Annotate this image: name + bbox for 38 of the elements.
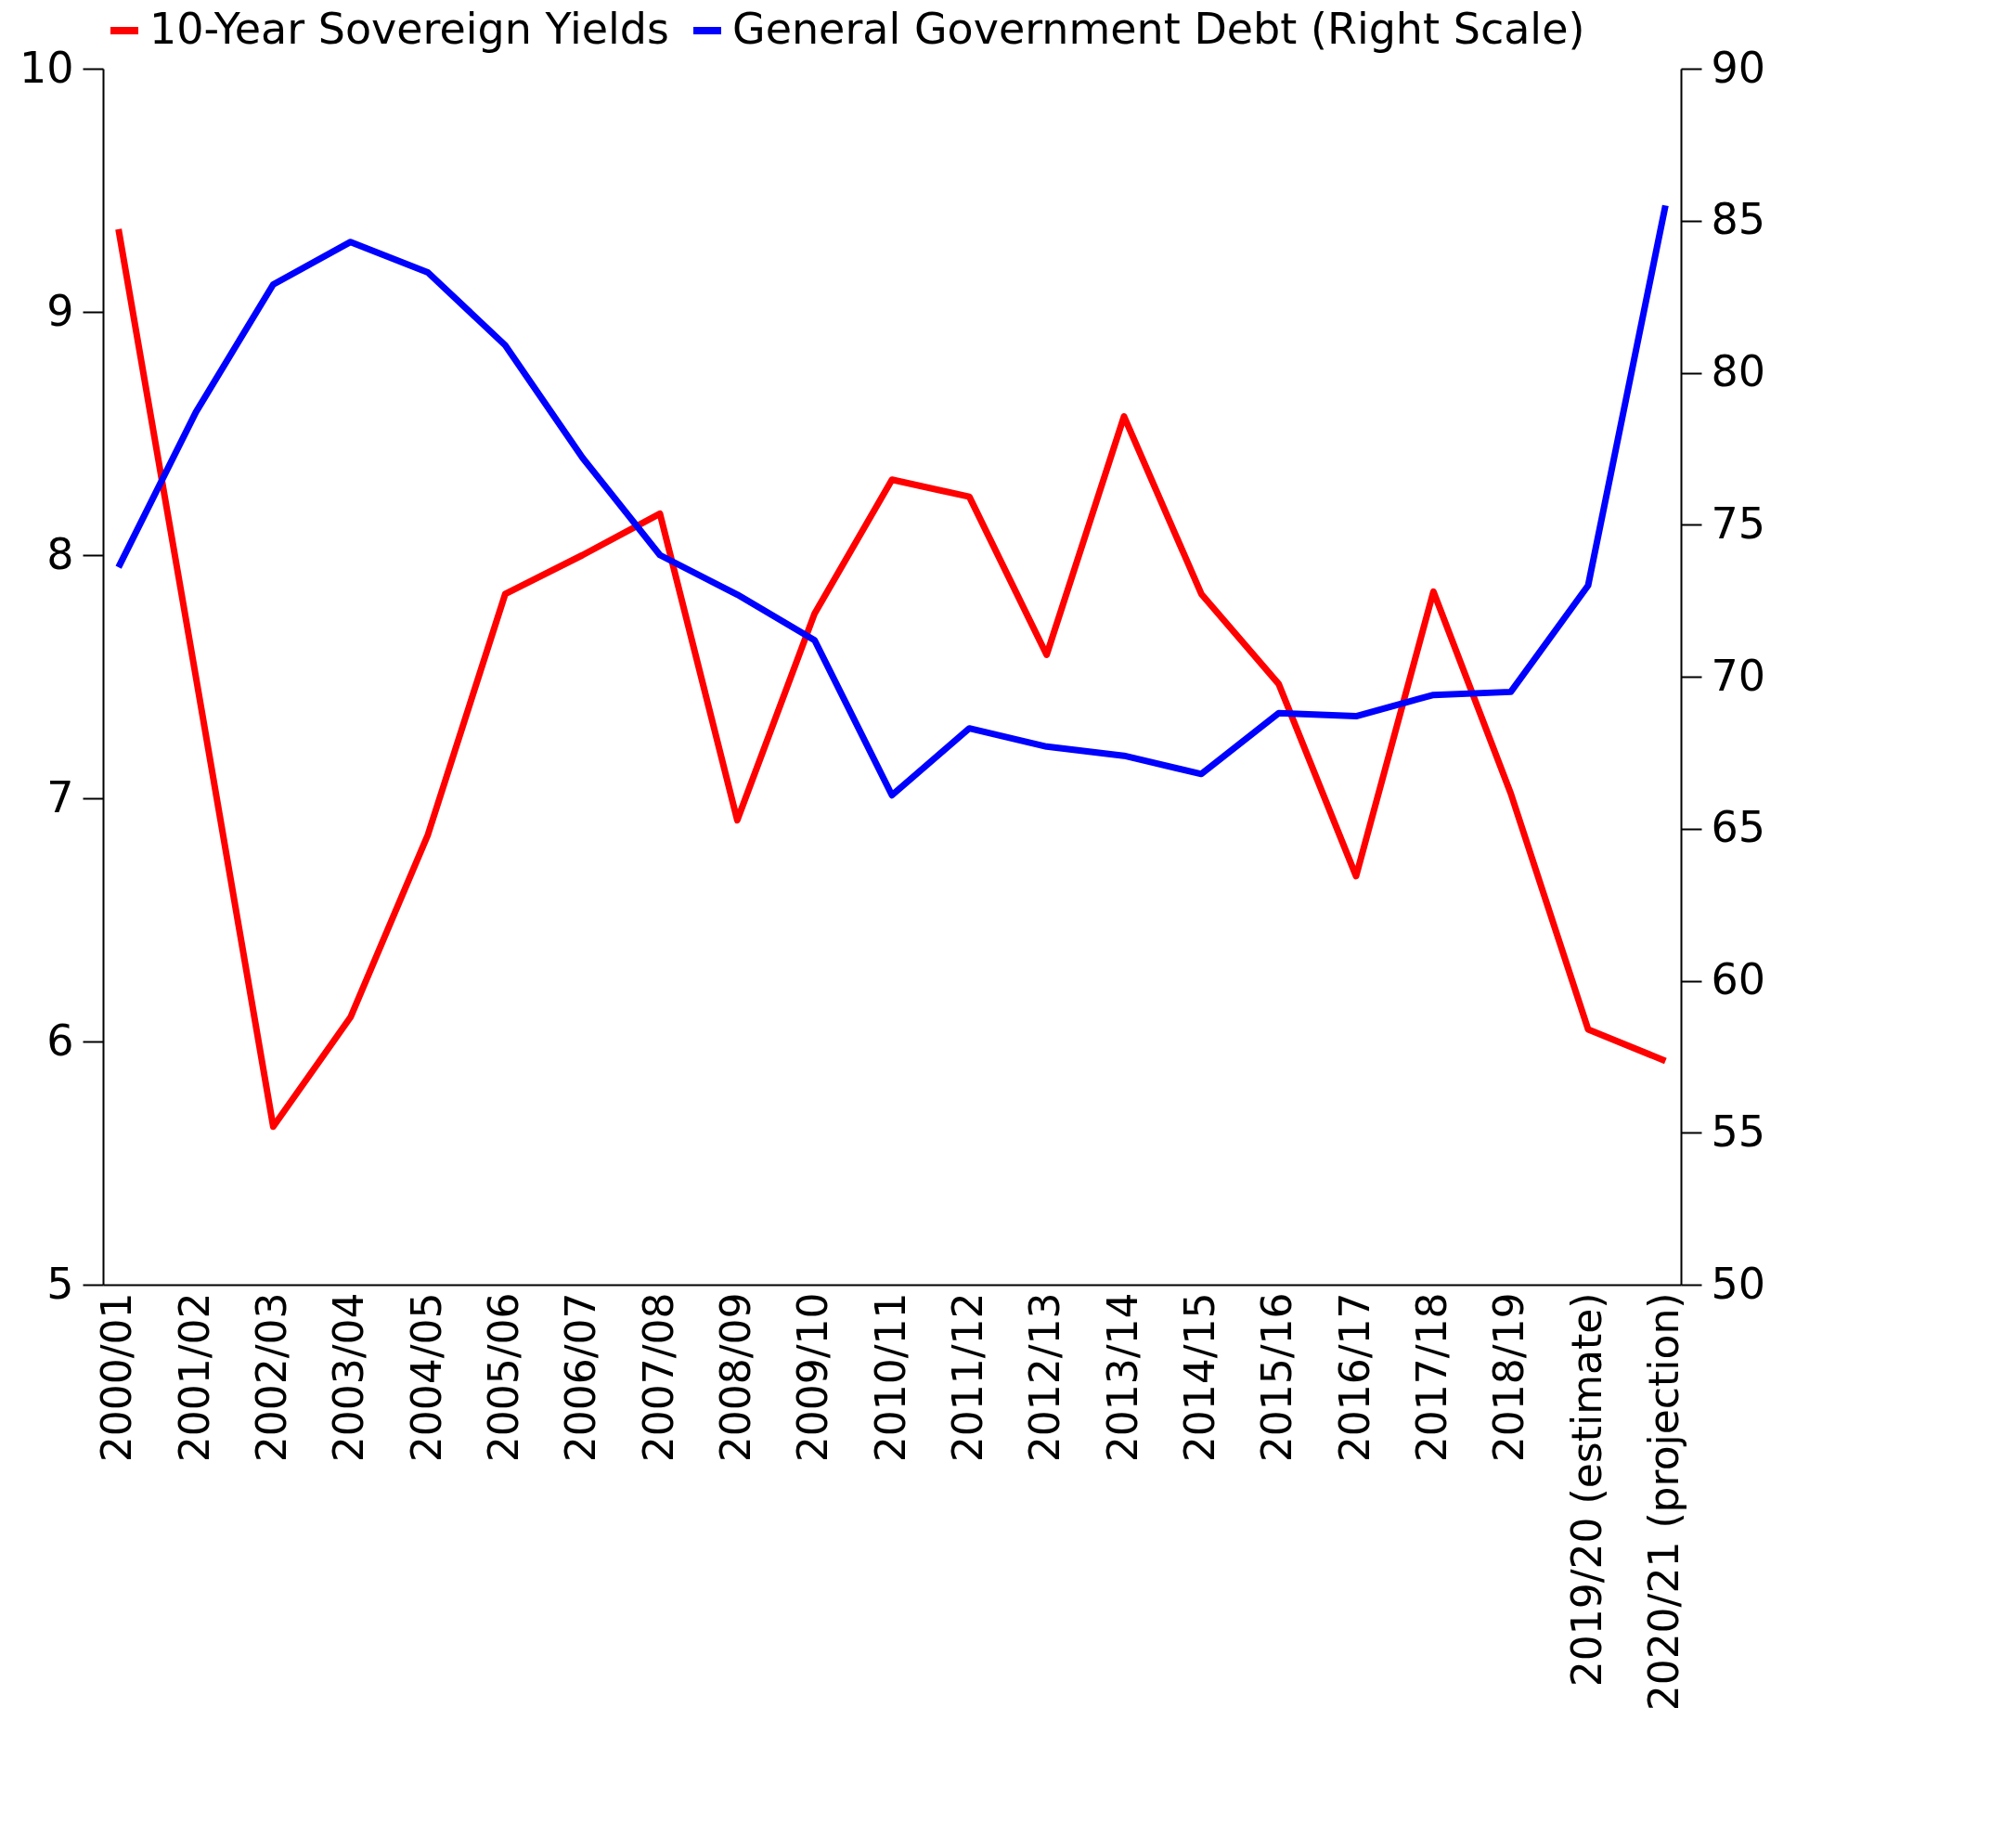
x-tick-label: 2014/15 (1175, 1292, 1223, 1463)
x-tick-label: 2015/16 (1253, 1292, 1301, 1463)
y-tick-label: 10 (19, 42, 74, 93)
y-tick-label: 6 (46, 1015, 74, 1066)
x-tick-label: 2016/17 (1330, 1292, 1378, 1463)
x-tick-label: 2004/05 (402, 1292, 450, 1463)
x-tick-label: 2017/18 (1407, 1292, 1455, 1463)
x-tick-label: 2005/06 (479, 1292, 527, 1463)
y-tick-label: 8 (46, 528, 74, 579)
y2-tick-label: 60 (1711, 954, 1766, 1004)
x-tick-label: 2013/14 (1098, 1292, 1146, 1463)
y2-tick-label: 55 (1711, 1106, 1766, 1157)
x-tick-label: 2020/21 (projection) (1639, 1292, 1687, 1712)
x-tick-label: 2010/11 (866, 1292, 914, 1463)
legend-label: 10-Year Sovereign Yields (149, 4, 669, 54)
y2-tick-label: 75 (1711, 498, 1766, 549)
legend-label: General Government Debt (Right Scale) (732, 4, 1585, 54)
y-tick-label: 7 (46, 771, 74, 822)
x-tick-label: 2011/12 (943, 1292, 991, 1463)
x-tick-label: 2000/01 (93, 1292, 141, 1463)
y2-tick-label: 70 (1711, 650, 1766, 701)
x-tick-label: 2006/07 (557, 1292, 605, 1463)
x-tick-label: 2001/02 (170, 1292, 218, 1463)
y-tick-label: 9 (46, 285, 74, 336)
x-tick-label: 2003/04 (325, 1292, 373, 1463)
y2-tick-label: 90 (1711, 42, 1766, 93)
x-tick-label: 2009/10 (789, 1292, 837, 1463)
y2-tick-label: 50 (1711, 1258, 1766, 1309)
y2-tick-label: 85 (1711, 194, 1766, 245)
x-tick-label: 2008/09 (711, 1292, 759, 1463)
x-tick-label: 2007/08 (634, 1292, 682, 1463)
y-tick-label: 5 (46, 1258, 74, 1309)
x-tick-label: 2019/20 (estimate) (1562, 1292, 1610, 1688)
y2-tick-label: 65 (1711, 802, 1766, 853)
x-tick-label: 2002/03 (247, 1292, 295, 1463)
y2-tick-label: 80 (1711, 346, 1766, 396)
x-tick-label: 2012/13 (1021, 1292, 1069, 1463)
x-tick-label: 2018/19 (1485, 1292, 1533, 1463)
